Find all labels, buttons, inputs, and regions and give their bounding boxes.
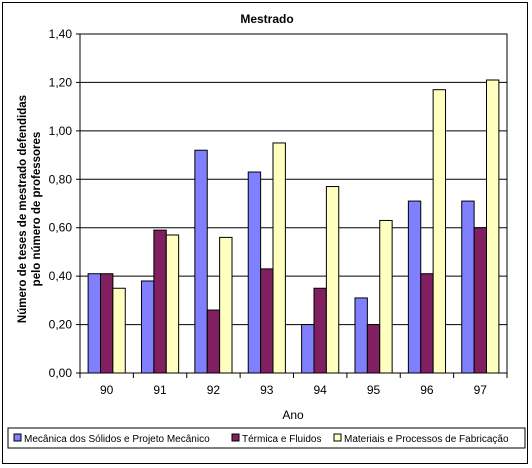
legend-swatch [333,433,342,442]
chart-title: Mestrado [240,12,293,26]
x-axis-label: Ano [282,408,304,422]
legend-swatch [13,433,22,442]
bar [486,79,500,374]
bars [87,79,500,374]
legend-label: Mecânica dos Sólidos e Projeto Mecânico [24,434,210,445]
legend-swatch [231,433,240,442]
y-tick-label: 0,40 [49,269,73,283]
x-tick-label: 97 [474,383,488,397]
y-tick-labels: 0,00 0,20 0,40 0,60 0,80 1,00 1,20 1,40 [49,27,73,380]
bar [260,268,274,374]
bar [99,273,114,374]
x-tick-label: 96 [420,383,434,397]
legend-label: Materiais e Processos de Fabricação [344,434,509,445]
bar [219,236,233,374]
bar [366,324,381,374]
bar [247,171,262,374]
bar [206,309,221,374]
bar [461,200,475,374]
bar [420,273,434,374]
bar [87,273,101,374]
bar [112,287,126,374]
bar [140,280,155,374]
y-axis-label: Número de teses de mestrado defendidas p… [17,95,43,323]
x-tick-label: 90 [100,383,114,397]
y-tick-label: 0,60 [49,221,73,235]
y-tick-label: 0,80 [49,172,73,186]
x-tick-label: 95 [367,383,381,397]
bar [325,186,340,374]
bar [354,297,368,374]
y-tick-label: 1,00 [49,124,73,138]
y-tick-label: 0,00 [49,366,73,380]
bar [432,89,447,374]
bar [379,219,393,374]
x-tick-label: 91 [153,383,167,397]
x-tick-labels: 90 91 92 93 94 95 96 97 [100,383,487,397]
bar [313,287,327,374]
legend-label: Térmica e Fluidos [242,434,321,445]
bar [165,234,180,374]
y-axis-label-line-1: Número de teses de mestrado defendidas [17,95,29,323]
bar [194,149,208,374]
y-tick-label: 1,40 [49,27,73,41]
bar [407,200,422,374]
legend-box [7,427,526,449]
legend: Mecânica dos Sólidos e Projeto Mecânico T… [7,427,526,449]
x-tick-label: 93 [260,383,274,397]
x-tick-label: 92 [207,383,221,397]
y-tick-label: 0,20 [49,318,73,332]
axes [79,33,508,378]
bar [301,324,315,374]
bar [473,227,488,374]
y-axis-label-line-2: pelo número de professores [31,132,43,287]
y-tick-label: 1,20 [49,75,73,89]
bar [272,142,286,374]
bar [153,229,167,374]
x-tick-label: 94 [314,383,328,397]
